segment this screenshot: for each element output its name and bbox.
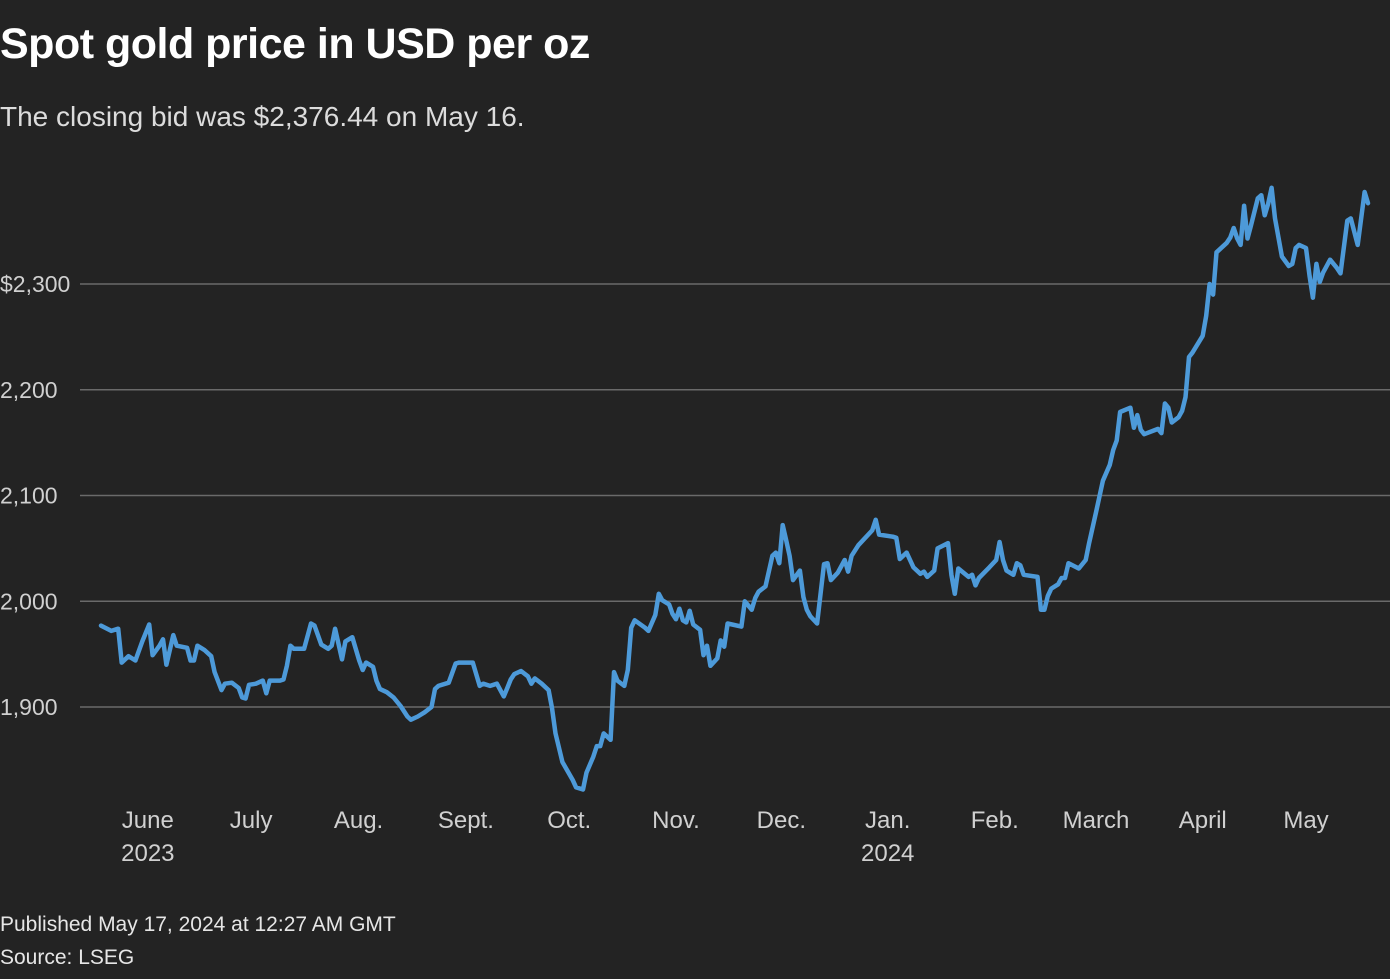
y-tick-label: 2,000 <box>0 588 58 614</box>
series-line-gold-price <box>98 185 1371 792</box>
x-tick-label: Oct. <box>547 807 591 834</box>
x-tick-label: April <box>1179 807 1227 834</box>
chart-subtitle: The closing bid was $2,376.44 on May 16. <box>0 101 525 132</box>
x-tick-year: 2024 <box>861 840 914 867</box>
x-tick-label: Feb. <box>971 807 1019 834</box>
x-tick-label: June <box>122 807 174 834</box>
chart-title: Spot gold price in USD per oz <box>0 20 590 68</box>
x-tick-label: Nov. <box>652 807 700 834</box>
y-tick-label: 2,200 <box>0 377 58 403</box>
source-note: Source: LSEG <box>0 946 135 969</box>
x-tick-label: Jan. <box>865 807 910 834</box>
x-tick-label: Dec. <box>757 807 806 834</box>
x-tick-year: 2023 <box>121 840 174 867</box>
x-tick-label: July <box>230 807 273 834</box>
y-tick-label: 1,900 <box>0 694 58 720</box>
x-tick-label: May <box>1283 807 1328 834</box>
y-tick-label: 2,100 <box>0 483 58 509</box>
y-tick-label: $2,300 <box>0 271 70 297</box>
x-tick-label: Aug. <box>334 807 383 834</box>
published-note: Published May 17, 2024 at 12:27 AM GMT <box>0 913 396 936</box>
x-tick-label: March <box>1063 807 1130 834</box>
x-tick-label: Sept. <box>438 807 494 834</box>
